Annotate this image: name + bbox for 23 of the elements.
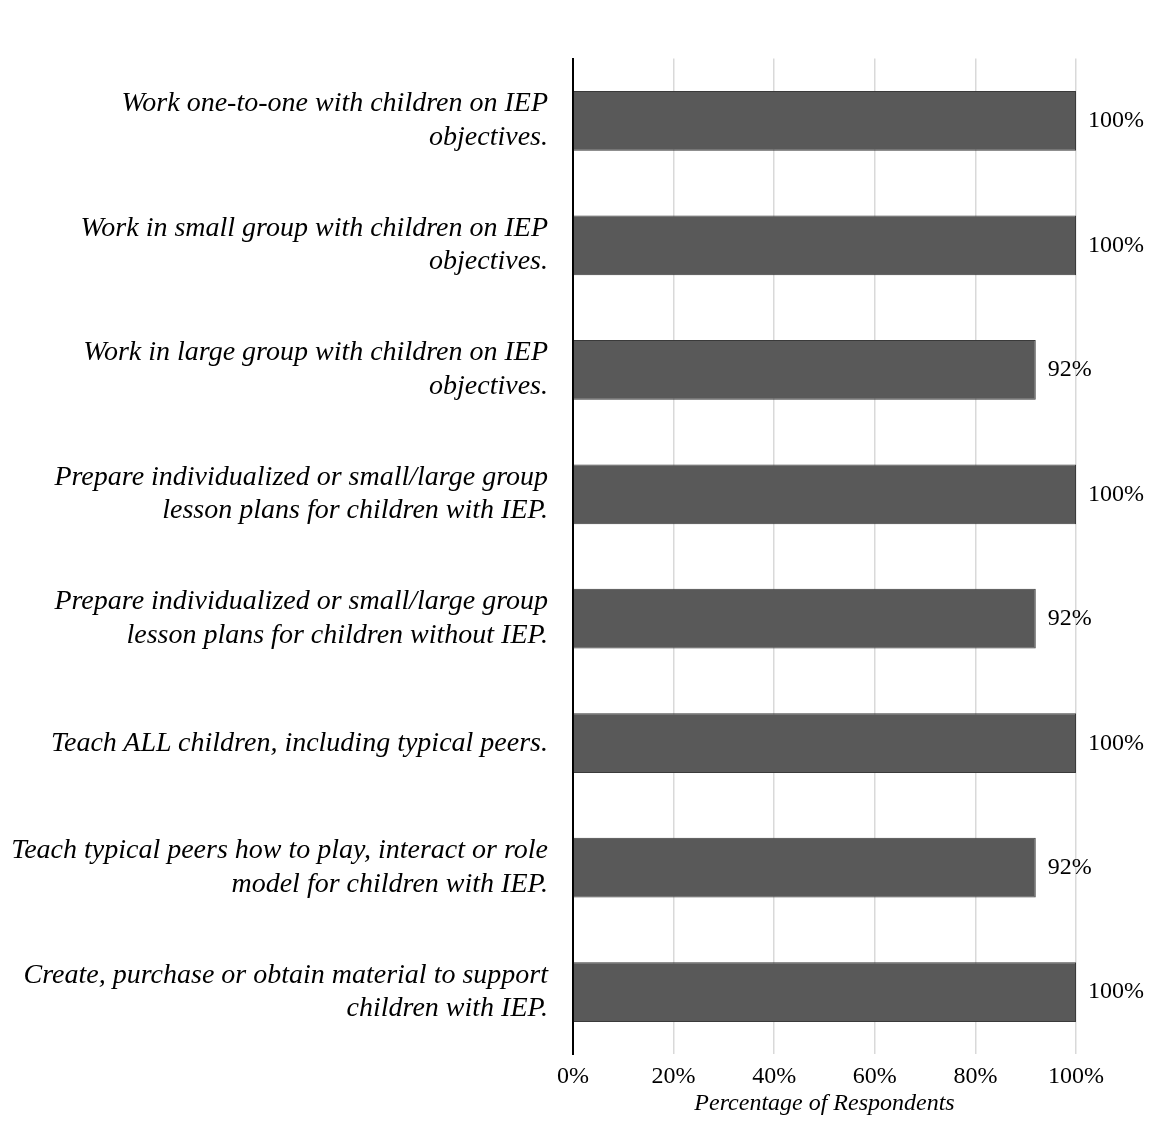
x-tick-label: 40% — [752, 1062, 797, 1089]
y-tick-label: Teach typical peers how to play, interact or role model for children with IEP. — [11, 833, 548, 898]
x-tick-label: 100% — [1048, 1062, 1104, 1089]
y-tick-label: Create, purchase or obtain material to support children with IEP. — [23, 957, 550, 1023]
data-label: 100% — [1088, 977, 1144, 1004]
data-label: 100% — [1088, 230, 1144, 257]
data-label: 92% — [1047, 604, 1092, 631]
x-axis-title: Percentage of Respondents — [693, 1088, 955, 1115]
x-tick-label: 60% — [852, 1062, 897, 1089]
data-label: 100% — [1088, 728, 1144, 755]
y-tick-label: Work in large group with children on IEP objectives. — [83, 335, 548, 400]
data-label: 100% — [1088, 479, 1144, 506]
y-tick-label: Work one-to-one with children on IEP objectives. — [121, 86, 548, 151]
x-tick-label: 80% — [953, 1062, 998, 1089]
y-tick-label: Work in small group with children on IEP objectives. — [80, 210, 548, 276]
x-tick-label: 20% — [651, 1062, 696, 1089]
y-tick-label: Prepare individualized or small/large group lesson plans for children without IEP. — [53, 584, 548, 649]
y-tick-label: Teach ALL children, including typical peers. — [51, 725, 548, 757]
x-tick-label: 0% — [557, 1062, 589, 1089]
data-label: 100% — [1088, 106, 1144, 133]
data-label: 92% — [1047, 852, 1092, 879]
data-label: 92% — [1047, 355, 1092, 382]
y-tick-label: Prepare individualized or small/large group lesson plans for children with IEP. — [53, 459, 548, 525]
